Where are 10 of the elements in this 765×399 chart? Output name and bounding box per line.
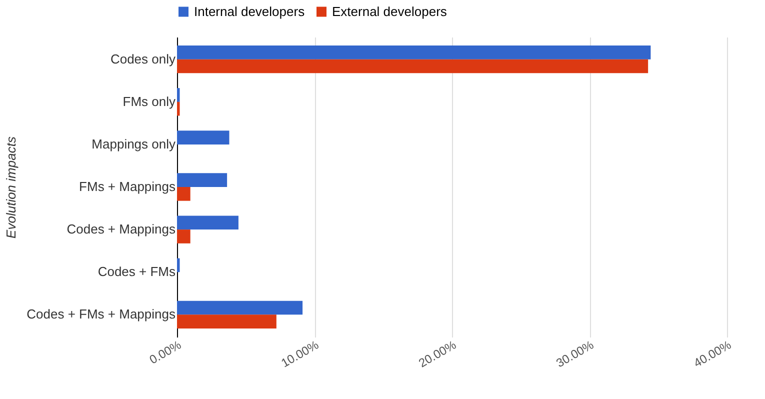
y-tick-label: Codes only <box>110 51 176 66</box>
legend-label: External developers <box>332 4 448 19</box>
y-axis-title: Evolution impacts <box>4 136 19 238</box>
y-tick-label: Codes + Mappings <box>66 222 176 237</box>
y-tick-label: Mappings only <box>92 136 176 152</box>
y-tick-label: Codes + FMs <box>98 264 176 280</box>
legend-label: Internal developers <box>194 4 306 19</box>
y-tick-label: Codes + FMs + Mappings <box>26 306 176 322</box>
y-tick-label: FMs only <box>122 94 176 109</box>
y-tick-label: FMs + Mappings <box>79 179 176 194</box>
